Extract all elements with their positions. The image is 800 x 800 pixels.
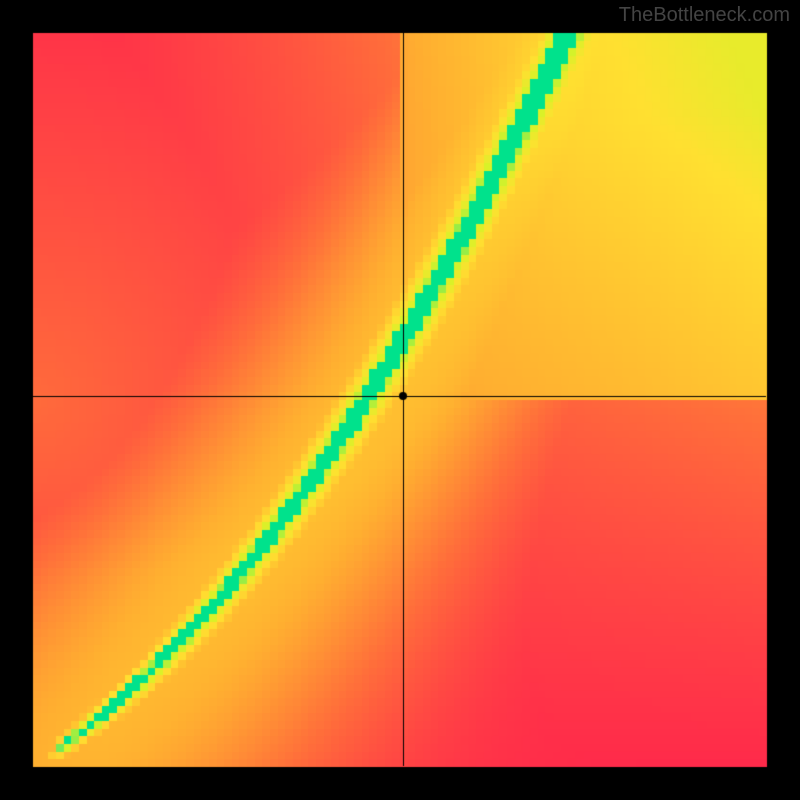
attribution-label: TheBottleneck.com xyxy=(619,4,790,27)
chart-wrapper: TheBottleneck.com xyxy=(0,0,800,800)
bottleneck-heatmap-canvas xyxy=(0,0,800,800)
